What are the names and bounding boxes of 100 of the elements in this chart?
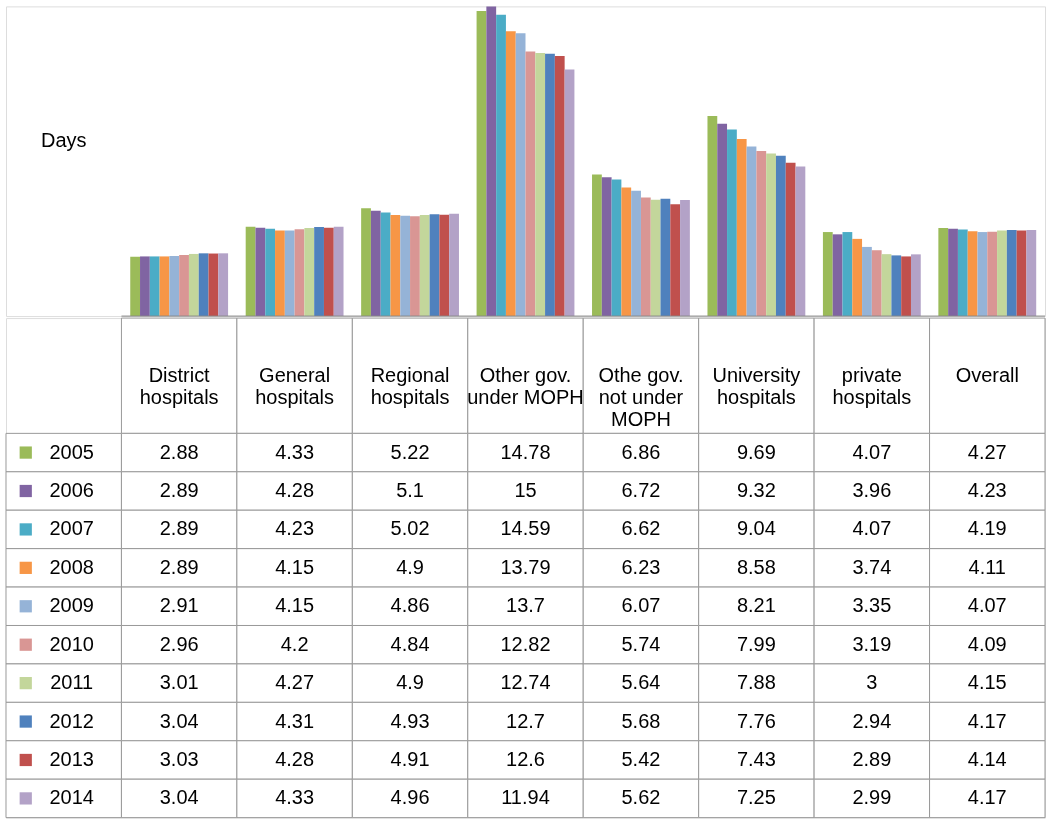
data-label: 4.2 <box>280 632 309 655</box>
data-label: 4.07 <box>852 440 892 463</box>
bar <box>910 254 921 317</box>
bar <box>496 14 506 317</box>
data-label: 5.74 <box>621 632 661 655</box>
x-tick-label: District hospitals <box>139 363 219 408</box>
data-label: 2.96 <box>159 632 199 655</box>
bar <box>631 190 641 317</box>
data-label: 9.04 <box>736 517 776 540</box>
bar <box>707 116 718 317</box>
data-label: 4.15 <box>967 671 1007 694</box>
bar <box>545 53 555 317</box>
data-label: 2.94 <box>852 709 892 732</box>
data-label: 4.23 <box>275 517 315 540</box>
data-label: 4.31 <box>275 709 315 732</box>
data-label: 9.32 <box>736 479 776 501</box>
bar <box>380 212 391 317</box>
data-label: 5.68 <box>621 709 661 732</box>
legend-label: 2008 <box>49 555 94 578</box>
bar <box>198 253 209 317</box>
bar <box>601 177 612 317</box>
data-label: 13.7 <box>506 594 545 617</box>
data-label: 2.89 <box>159 479 199 501</box>
bar <box>987 231 998 317</box>
bar <box>535 53 546 317</box>
bar <box>130 256 141 317</box>
legend-label: 2014 <box>49 786 94 809</box>
data-label: 8.58 <box>736 555 776 578</box>
bar <box>323 227 334 317</box>
bar <box>592 174 602 317</box>
bar <box>554 55 565 317</box>
data-label: 4.9 <box>396 555 424 578</box>
legend-label: 2006 <box>49 479 94 501</box>
bar <box>208 253 219 317</box>
bar <box>1016 230 1027 317</box>
bar <box>957 229 968 317</box>
bar <box>938 227 949 317</box>
data-label: 4.33 <box>275 786 315 809</box>
data-label: 7.25 <box>736 786 776 809</box>
bar <box>314 227 324 317</box>
y-axis-title: Days <box>40 129 87 152</box>
bar <box>727 129 737 317</box>
bar <box>169 256 180 317</box>
bar <box>333 226 344 317</box>
bar <box>525 51 536 317</box>
data-label: 14.59 <box>500 517 551 540</box>
bar <box>852 238 863 317</box>
bar <box>611 179 622 317</box>
bar <box>218 253 229 317</box>
data-label: 4.28 <box>275 747 315 770</box>
x-tick-label: University hospitals <box>712 363 801 408</box>
legend-label: 2013 <box>49 747 94 770</box>
bar <box>842 232 853 317</box>
data-label: 4.91 <box>390 747 430 770</box>
data-label: 4.14 <box>967 747 1007 770</box>
bar <box>822 232 833 317</box>
x-tick-label: Other gov. under MOPH <box>467 363 584 408</box>
legend-label: 2007 <box>49 517 94 540</box>
bar <box>736 138 747 317</box>
bar <box>400 215 411 317</box>
x-tick-label: private hospitals <box>832 363 912 408</box>
bar <box>245 226 256 317</box>
bar <box>476 10 487 317</box>
data-label: 6.72 <box>621 479 661 501</box>
bar <box>756 151 767 317</box>
data-label: 4.07 <box>852 517 892 540</box>
data-label: 2.89 <box>852 747 892 770</box>
bar <box>775 155 786 317</box>
data-label: 7.76 <box>736 709 776 732</box>
data-label: 7.88 <box>736 671 776 694</box>
data-label: 4.84 <box>390 632 430 655</box>
bar <box>390 214 401 317</box>
bar <box>255 227 266 317</box>
data-label: 3.04 <box>159 786 199 809</box>
legend-label: 2010 <box>49 632 94 655</box>
data-label: 15 <box>514 479 537 501</box>
bar <box>419 214 430 317</box>
data-label: 12.74 <box>500 671 551 694</box>
x-tick-label: Regional hospitals <box>370 363 450 408</box>
data-label: 2.91 <box>159 594 199 617</box>
data-label: 4.19 <box>967 517 1007 540</box>
bar <box>429 214 440 317</box>
data-label: 12.82 <box>500 632 551 655</box>
x-tick-label: Othe gov. not under MOPH <box>598 363 684 430</box>
bar <box>486 6 497 317</box>
data-label: 3.96 <box>852 479 892 501</box>
bar <box>564 69 575 317</box>
data-label: 4.28 <box>275 479 315 501</box>
data-label: 12.7 <box>506 709 545 732</box>
legend-label: 2005 <box>49 440 94 463</box>
bar <box>275 230 285 317</box>
data-label: 4.23 <box>967 479 1007 501</box>
data-label: 6.23 <box>621 555 661 578</box>
data-label: 4.33 <box>275 440 315 463</box>
data-label: 2.89 <box>159 555 199 578</box>
data-label: 4.9 <box>396 671 424 694</box>
data-label: 4.27 <box>275 671 315 694</box>
bar <box>515 33 526 317</box>
bar <box>871 250 882 317</box>
data-label: 4.15 <box>275 594 315 617</box>
